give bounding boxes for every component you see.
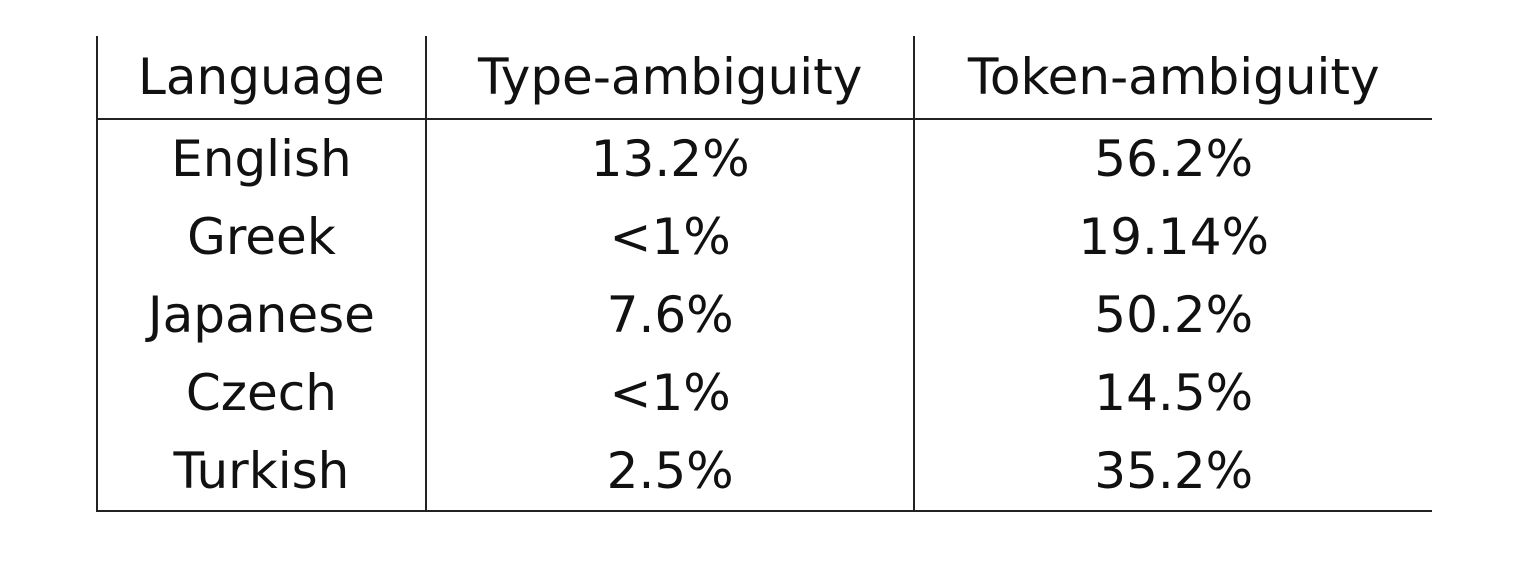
ambiguity-table: Language Type-ambiguity Token-ambiguity …	[96, 36, 1432, 512]
cell-language: Japanese	[96, 276, 426, 354]
header-token-ambiguity: Token-ambiguity	[913, 36, 1432, 120]
table-row: Turkish 2.5% 35.2%	[96, 432, 1432, 512]
table-body: English 13.2% 56.2% Greek <1% 19.14% Jap…	[96, 119, 1432, 512]
header-type-ambiguity: Type-ambiguity	[424, 36, 915, 120]
cell-token-ambiguity: 14.5%	[913, 354, 1432, 432]
cell-language: Turkish	[96, 432, 426, 512]
cell-token-ambiguity: 19.14%	[913, 198, 1432, 276]
cell-type-ambiguity: 7.6%	[424, 276, 915, 354]
cell-token-ambiguity: 35.2%	[913, 432, 1432, 512]
cell-type-ambiguity: 13.2%	[424, 119, 915, 198]
table-row: Japanese 7.6% 50.2%	[96, 276, 1432, 354]
header-row: Language Type-ambiguity Token-ambiguity	[96, 36, 1432, 120]
cell-token-ambiguity: 50.2%	[913, 276, 1432, 354]
cell-type-ambiguity: <1%	[424, 354, 915, 432]
cell-language: English	[96, 119, 426, 198]
header-language: Language	[96, 36, 426, 120]
cell-language: Czech	[96, 354, 426, 432]
cell-language: Greek	[96, 198, 426, 276]
cell-type-ambiguity: <1%	[424, 198, 915, 276]
cell-token-ambiguity: 56.2%	[913, 119, 1432, 198]
table-header: Language Type-ambiguity Token-ambiguity	[96, 36, 1432, 120]
table-row: Czech <1% 14.5%	[96, 354, 1432, 432]
cell-type-ambiguity: 2.5%	[424, 432, 915, 512]
table-row: English 13.2% 56.2%	[96, 119, 1432, 198]
table-row: Greek <1% 19.14%	[96, 198, 1432, 276]
